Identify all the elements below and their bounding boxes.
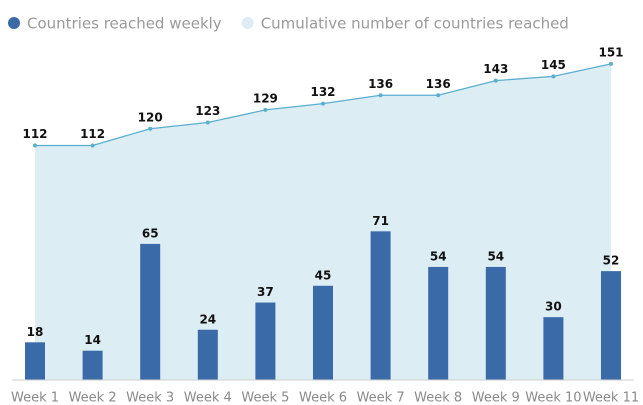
x-tick-label: Week 10	[525, 391, 581, 405]
point	[321, 101, 325, 106]
x-tick-label: Week 2	[69, 391, 117, 405]
area	[35, 63, 611, 380]
point	[436, 93, 441, 98]
point	[378, 93, 383, 98]
bar	[82, 350, 103, 380]
bar	[601, 271, 621, 380]
value-label: 136	[426, 77, 451, 91]
x-tick-label: Week 6	[299, 391, 347, 405]
point	[33, 143, 37, 148]
value-label: 145	[541, 58, 566, 72]
x-tick-label: Week 8	[414, 391, 462, 405]
x-tick-label: Week 11	[583, 391, 639, 405]
bar	[370, 231, 391, 380]
value-label: 45	[315, 268, 332, 282]
value-label: 14	[84, 333, 101, 347]
bar	[255, 302, 276, 380]
value-label: 24	[199, 312, 216, 326]
value-label: 129	[253, 91, 278, 105]
x-tick-label: Week 9	[472, 391, 520, 405]
legend-label: Cumulative number of countries reached	[261, 15, 569, 33]
legend-marker	[241, 17, 254, 29]
bar	[25, 342, 45, 380]
bar	[197, 329, 218, 380]
legend-label: Countries reached weekly	[27, 15, 222, 33]
value-label: 54	[487, 249, 504, 263]
x-tick-label: Week 1	[11, 391, 59, 405]
x-tick-label: Week 3	[126, 391, 174, 405]
x-tick-label: Week 4	[184, 391, 232, 405]
value-label: 54	[430, 249, 447, 263]
value-label: 143	[483, 62, 508, 76]
bar	[313, 285, 333, 380]
point	[609, 61, 613, 66]
value-label: 112	[22, 127, 47, 141]
value-label: 52	[603, 254, 620, 268]
point	[205, 120, 210, 125]
value-label: 71	[372, 214, 389, 228]
bar	[543, 317, 564, 380]
point	[148, 126, 153, 131]
value-label: 112	[80, 127, 105, 141]
bar	[428, 266, 449, 380]
point	[90, 143, 95, 148]
x-tick-label: Week 7	[357, 391, 405, 405]
value-label: 151	[598, 45, 623, 59]
point	[551, 74, 556, 79]
value-label: 120	[138, 110, 163, 124]
value-label: 123	[195, 104, 220, 118]
value-label: 18	[27, 325, 44, 339]
bar	[140, 243, 161, 380]
bar	[485, 266, 506, 380]
value-label: 132	[310, 85, 335, 99]
point	[263, 107, 268, 112]
legend-marker	[8, 17, 20, 29]
x-tick-label: Week 5	[241, 391, 289, 405]
value-label: 65	[142, 226, 159, 240]
value-label: 37	[257, 285, 274, 299]
point	[493, 78, 498, 83]
value-label: 136	[368, 77, 393, 91]
value-label: 30	[545, 300, 562, 314]
